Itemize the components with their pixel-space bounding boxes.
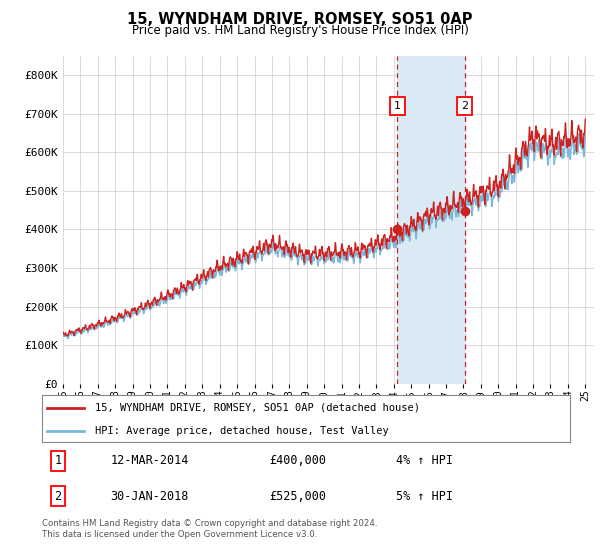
- Bar: [397, 56, 465, 384]
- Text: Contains HM Land Registry data © Crown copyright and database right 2024.
This d: Contains HM Land Registry data © Crown c…: [42, 519, 377, 539]
- Text: 1: 1: [394, 101, 401, 111]
- Text: 12-MAR-2014: 12-MAR-2014: [110, 454, 189, 468]
- Text: 4% ↑ HPI: 4% ↑ HPI: [396, 454, 453, 468]
- Text: 15, WYNDHAM DRIVE, ROMSEY, SO51 0AP: 15, WYNDHAM DRIVE, ROMSEY, SO51 0AP: [127, 12, 473, 27]
- Text: £525,000: £525,000: [269, 489, 326, 503]
- Text: £400,000: £400,000: [269, 454, 326, 468]
- Text: Price paid vs. HM Land Registry's House Price Index (HPI): Price paid vs. HM Land Registry's House …: [131, 24, 469, 36]
- Text: 30-JAN-2018: 30-JAN-2018: [110, 489, 189, 503]
- Text: 2: 2: [54, 489, 61, 503]
- Text: 15, WYNDHAM DRIVE, ROMSEY, SO51 0AP (detached house): 15, WYNDHAM DRIVE, ROMSEY, SO51 0AP (det…: [95, 403, 420, 413]
- Text: HPI: Average price, detached house, Test Valley: HPI: Average price, detached house, Test…: [95, 426, 389, 436]
- Text: 1: 1: [54, 454, 61, 468]
- Text: 5% ↑ HPI: 5% ↑ HPI: [396, 489, 453, 503]
- Text: 2: 2: [461, 101, 469, 111]
